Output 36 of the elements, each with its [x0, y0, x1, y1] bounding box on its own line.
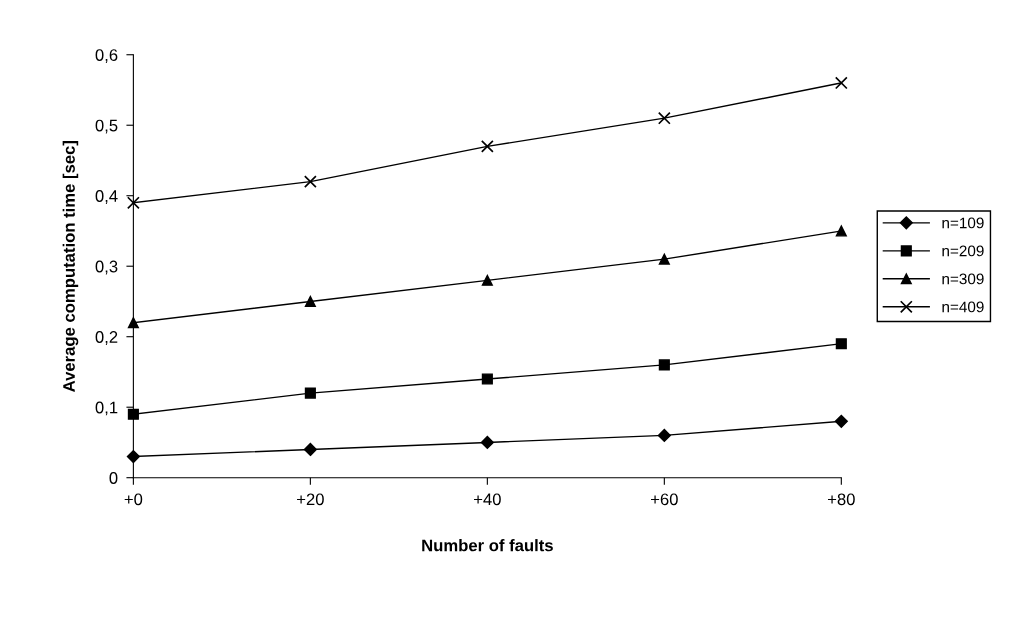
x-axis-title: Number of faults: [422, 539, 553, 552]
y-tick-label: 0,1: [95, 401, 118, 416]
point: [480, 435, 494, 450]
legend-label: n=409: [942, 301, 984, 313]
point: [834, 76, 848, 90]
point: [304, 387, 316, 399]
x-tick-label: +20: [297, 493, 324, 506]
x-tick-label: +60: [651, 493, 678, 506]
point: [657, 111, 671, 125]
y-tick-label: 0,3: [95, 260, 118, 275]
y-tick-label: 0,6: [95, 49, 118, 63]
point: [481, 274, 493, 286]
point: [658, 253, 670, 265]
point: [303, 175, 317, 189]
point: [835, 338, 847, 350]
legend-label: n=309: [942, 273, 984, 285]
point: [303, 442, 317, 457]
point: [834, 414, 848, 428]
x-tick-label: +40: [474, 493, 501, 506]
x-tick-label: +0: [124, 493, 143, 506]
point: [304, 295, 316, 308]
y-axis-title: Average computation time [sec]: [62, 141, 79, 392]
point: [658, 359, 670, 371]
y-tick-label: 0,5: [95, 119, 118, 134]
y-tick-label: 0: [109, 472, 118, 484]
point: [835, 225, 847, 237]
point: [126, 196, 140, 210]
point: [657, 428, 671, 442]
legend-label: n=209: [942, 245, 984, 257]
point: [480, 139, 494, 153]
point: [481, 373, 493, 385]
x-tick-label: +80: [828, 493, 855, 506]
y-tick-label: 0,4: [95, 190, 118, 204]
point: [127, 408, 139, 420]
y-tick-label: 0,2: [95, 331, 118, 345]
legend-label: n=109: [942, 217, 984, 229]
